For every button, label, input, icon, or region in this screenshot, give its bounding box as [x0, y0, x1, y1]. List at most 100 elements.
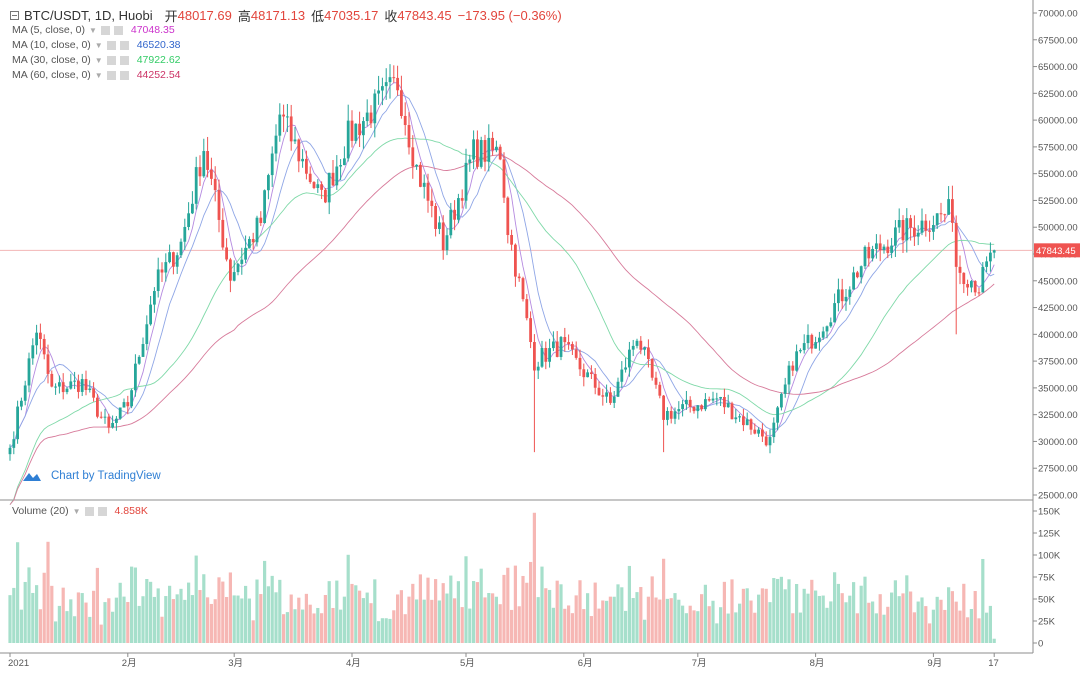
candle [54, 383, 57, 395]
candle-body [65, 388, 69, 393]
close-icon[interactable] [113, 25, 123, 35]
candle [430, 188, 434, 218]
volume-bar [673, 593, 677, 643]
candle [202, 138, 206, 178]
candle-body [590, 372, 593, 375]
volume-bar [954, 601, 958, 643]
candle-body [654, 377, 658, 385]
candle [343, 146, 346, 166]
candle [533, 334, 536, 453]
candle-body [54, 386, 57, 388]
volume-bar [399, 590, 403, 643]
volume-bar [247, 598, 251, 643]
volume-pane [8, 512, 996, 643]
candle-body [331, 172, 335, 186]
close-icon[interactable] [97, 506, 107, 516]
close-icon[interactable] [119, 55, 129, 65]
volume-bar [901, 593, 905, 643]
chevron-down-icon[interactable]: ▼ [94, 55, 103, 65]
candle [225, 238, 228, 262]
indicator-ma30[interactable]: MA (30, close, 0) ▼ 47922.62 [12, 53, 181, 67]
grid-layer [0, 0, 1034, 654]
candle [780, 392, 783, 411]
candle [913, 215, 916, 246]
volume-bar [646, 596, 650, 643]
price-axis-label: 30000.00 [1038, 437, 1078, 448]
chevron-down-icon[interactable]: ▼ [72, 506, 81, 516]
candle [700, 404, 703, 412]
indicator-value: 47048.35 [130, 24, 175, 36]
settings-icon[interactable] [106, 40, 116, 50]
volume-bar [19, 609, 23, 643]
candle [639, 336, 643, 355]
candle-body [875, 243, 878, 249]
candle [738, 413, 741, 422]
price-axis-label: 57500.00 [1038, 142, 1078, 153]
candle [848, 286, 852, 305]
candle-body [780, 393, 783, 408]
candle-body [529, 318, 532, 343]
candle-body [293, 139, 297, 142]
candle [149, 296, 152, 326]
candle [305, 150, 308, 180]
candle [498, 144, 502, 161]
chevron-down-icon[interactable]: ▼ [88, 25, 97, 35]
volume-bar [947, 587, 951, 643]
candle [776, 406, 779, 431]
close-icon[interactable] [119, 70, 129, 80]
volume-legend[interactable]: Volume (20) ▼ 4.858K [12, 504, 148, 518]
indicator-ma5[interactable]: MA (5, close, 0) ▼ 47048.35 [12, 23, 175, 37]
candle-body [878, 243, 882, 251]
volume-bar [244, 585, 248, 643]
indicator-ma10[interactable]: MA (10, close, 0) ▼ 46520.38 [12, 38, 181, 52]
volume-bar [757, 594, 761, 643]
volume-bar [297, 597, 301, 643]
settings-icon[interactable] [106, 70, 116, 80]
candle [647, 339, 650, 368]
volume-bar [920, 597, 924, 643]
volume-bar [171, 599, 175, 643]
candle-body [149, 304, 152, 325]
candle [799, 348, 802, 354]
candle [468, 154, 472, 172]
volume-bar [407, 596, 411, 643]
candle [244, 235, 247, 264]
candle-body [605, 392, 608, 397]
candle [829, 317, 833, 328]
volume-bar [76, 592, 80, 643]
close-icon[interactable] [119, 40, 129, 50]
candle-body [723, 397, 726, 408]
candle [662, 394, 665, 453]
candle-body [707, 399, 711, 401]
candle [457, 193, 460, 224]
candle [932, 215, 935, 240]
chevron-down-icon[interactable]: ▼ [94, 40, 103, 50]
time-axis-label: 8月 [810, 658, 825, 669]
volume-bar [225, 596, 229, 643]
settings-icon[interactable] [100, 25, 110, 35]
collapse-icon[interactable] [10, 10, 19, 20]
candle [365, 99, 369, 127]
volume-bar [464, 556, 468, 643]
settings-icon[interactable] [106, 55, 116, 65]
indicator-ma60[interactable]: MA (60, close, 0) ▼ 44252.54 [12, 68, 181, 82]
candle-body [58, 382, 61, 387]
ma-5-line [9, 82, 995, 449]
candle [141, 337, 145, 358]
chevron-down-icon[interactable]: ▼ [94, 70, 103, 80]
candle [574, 341, 578, 360]
candle-body [761, 429, 764, 437]
candle [643, 346, 646, 356]
candle-body [354, 123, 358, 141]
candle [875, 234, 878, 259]
candle-body [624, 367, 627, 370]
volume-bar [741, 588, 745, 643]
candle [567, 334, 570, 350]
candle [517, 273, 521, 282]
tradingview-attribution[interactable]: Chart by TradingView [22, 468, 161, 484]
settings-icon[interactable] [84, 506, 94, 516]
candle [635, 338, 639, 349]
candle-body [221, 219, 225, 248]
